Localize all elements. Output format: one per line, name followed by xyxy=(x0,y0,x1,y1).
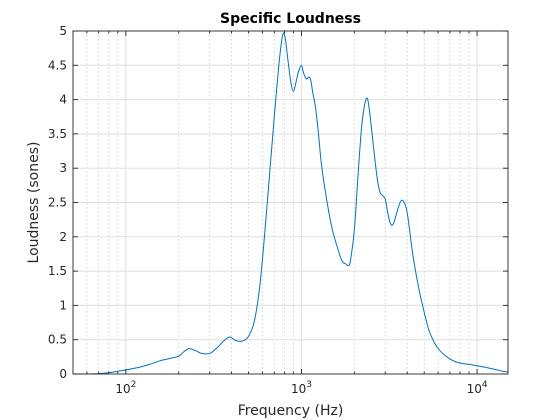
loudness-series-line xyxy=(72,32,509,375)
x-tick-label: 103 xyxy=(291,380,312,396)
y-tick-labels: 0 0.5 1 1.5 2 2.5 3 3.5 4 4.5 5 xyxy=(48,24,67,381)
x-axis-label: Frequency (Hz) xyxy=(238,403,344,419)
series-layer xyxy=(72,32,509,375)
x-tick-label: 102 xyxy=(115,380,136,396)
y-tick-label: 3 xyxy=(59,161,67,175)
chart-title: Specific Loudness xyxy=(220,11,361,27)
x-tick-labels: 102 103 104 xyxy=(115,380,487,396)
tick-marks xyxy=(72,30,508,375)
y-tick-label: 4.5 xyxy=(48,58,67,72)
y-tick-label: 2.5 xyxy=(48,196,67,210)
x-tick-label: 104 xyxy=(467,380,488,396)
y-tick-label: 5 xyxy=(59,24,67,38)
y-tick-label: 4 xyxy=(59,93,67,107)
y-tick-label: 2 xyxy=(59,230,67,244)
y-tick-label: 0 xyxy=(59,367,67,381)
y-tick-label: 1.5 xyxy=(48,264,67,278)
y-tick-label: 1 xyxy=(59,298,67,312)
grid-lines xyxy=(72,31,508,374)
y-axis-label: Loudness (sones) xyxy=(26,142,42,264)
y-tick-label: 3.5 xyxy=(48,127,67,141)
y-tick-label: 0.5 xyxy=(48,333,67,347)
